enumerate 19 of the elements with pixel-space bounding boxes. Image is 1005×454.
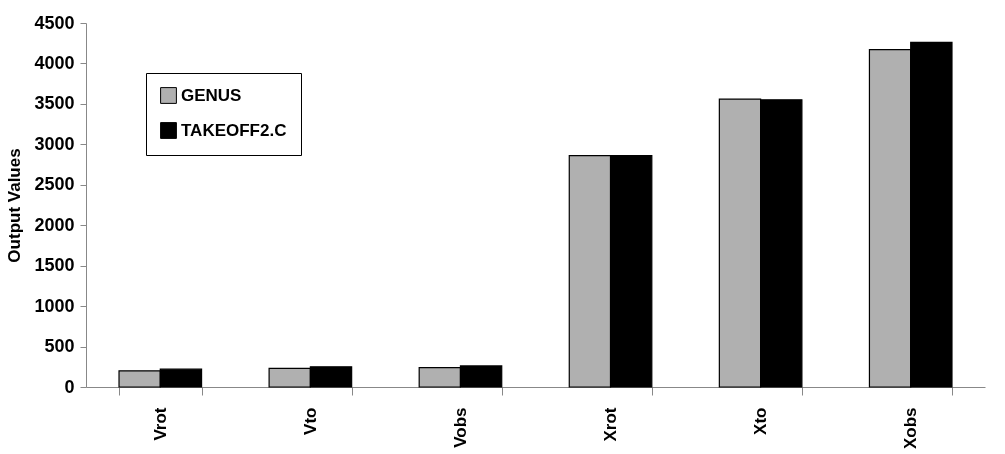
y-tick-label: 2500	[34, 174, 75, 195]
x-tick-label: Vobs	[450, 407, 470, 448]
y-tick-label: 3000	[34, 133, 75, 154]
y-axis-title: Output Values	[5, 148, 25, 263]
legend-label: TAKEOFF2.C	[181, 120, 287, 140]
y-tick-label: 3500	[34, 93, 75, 114]
y-tick-label: 4000	[34, 52, 75, 73]
x-tick-label: Vrot	[150, 407, 170, 441]
y-tick-label: 1500	[34, 255, 75, 276]
y-tick-label: 500	[44, 336, 75, 357]
x-tick-label: Xto	[751, 407, 771, 435]
y-tick-label: 2000	[34, 214, 75, 235]
x-tick-label: Vto	[300, 407, 320, 435]
x-tick-label: Xobs	[901, 407, 921, 450]
y-tick-label: 0	[64, 376, 75, 397]
y-tick-label: 1000	[34, 295, 75, 316]
y-tick-label: 4500	[34, 12, 75, 33]
x-tick-label: Xrot	[601, 407, 621, 442]
legend-label: GENUS	[181, 85, 242, 105]
